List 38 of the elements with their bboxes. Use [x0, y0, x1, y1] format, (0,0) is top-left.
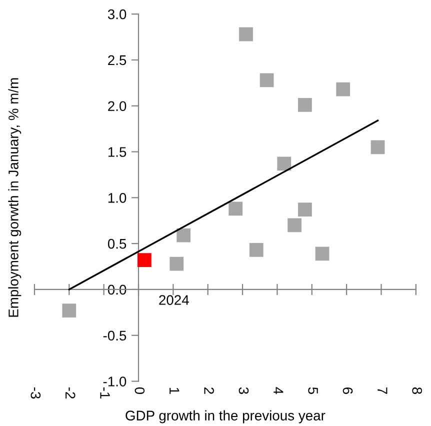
point [62, 304, 76, 318]
y-tick-label: -1.0 [103, 376, 126, 386]
point [315, 246, 330, 261]
x-tick-label: 4 [274, 387, 284, 394]
x-tick-label: 5 [308, 387, 318, 394]
x-tick-label: 2 [204, 388, 214, 394]
point [137, 253, 152, 268]
point [288, 218, 302, 232]
point [370, 140, 385, 154]
y-tick-label: -0.5 [103, 330, 126, 341]
point [336, 82, 350, 96]
y-tick-label: 1.5 [108, 147, 126, 157]
point [249, 243, 264, 257]
annotation: 2024 [159, 295, 189, 305]
point [277, 156, 292, 171]
x-tick-label: -1 [100, 387, 110, 398]
x-tick-label: 1 [170, 388, 180, 394]
point [176, 228, 191, 242]
x-tick-label: -3 [30, 387, 41, 399]
y-tick-label: 1.0 [108, 193, 126, 203]
x-tick-label: 7 [378, 388, 388, 394]
x-axis-title: GDP growth in the previous year [126, 410, 326, 424]
x-tick-label: 0 [134, 387, 145, 394]
x-tick-label: 6 [342, 388, 353, 394]
x-tick-label: 8 [412, 387, 422, 394]
point [260, 73, 274, 88]
y-tick-label: 0.5 [108, 238, 126, 249]
point [239, 27, 253, 42]
y-tick-label: 3.0 [108, 9, 126, 20]
x-tick-label: 3 [238, 387, 249, 394]
point [170, 256, 184, 271]
x-tick-label: -2 [66, 387, 76, 398]
point [298, 98, 312, 112]
y-tick-label: 2.5 [108, 55, 126, 66]
y-tick-label: 2.0 [108, 101, 126, 112]
point [298, 202, 312, 217]
point [228, 202, 243, 216]
y-axis-title: Employment gorwth in January, % m/m [8, 78, 22, 317]
